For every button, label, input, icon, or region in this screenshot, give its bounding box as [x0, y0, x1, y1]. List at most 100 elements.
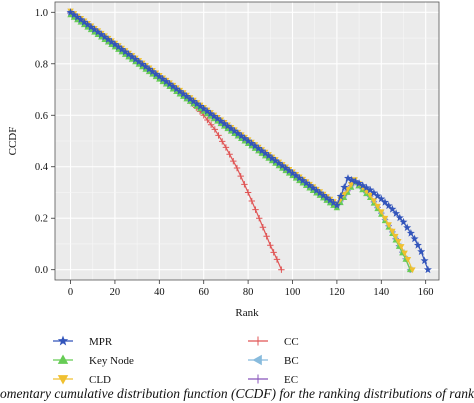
data-point-mpr: [66, 8, 75, 16]
data-point-mpr: [332, 201, 341, 209]
data-point-cld: [378, 209, 385, 216]
data-point-mpr: [131, 55, 140, 63]
data-point-mpr: [93, 27, 102, 36]
data-point-mpr: [410, 234, 419, 243]
data-point-mpr: [388, 205, 397, 213]
data-point-cld: [395, 239, 402, 245]
legend-marker-cc: [253, 336, 263, 346]
data-point-mpr: [271, 156, 280, 165]
plot-frame: [54, 1, 440, 281]
data-point-mpr: [250, 141, 259, 150]
data-point-cld: [366, 192, 374, 199]
legend-item-mpr: MPR: [53, 335, 113, 348]
data-point-mpr: [274, 159, 283, 167]
data-point-cc: [256, 215, 263, 222]
legend-label-bc: BC: [284, 355, 299, 367]
ccdf-chart: 0 20 40 60 80 100 120 140 1600.00.20.40.60.81.0 …: [7, 1, 440, 386]
data-point-mpr: [309, 183, 317, 192]
legend-label-ec: EC: [284, 374, 298, 386]
legend: MPR Key Node CLD CC BC EC: [53, 335, 299, 386]
data-point-mpr: [358, 181, 367, 190]
data-point-mpr: [254, 144, 263, 152]
data-point-mpr: [302, 178, 311, 187]
legend-label-cld: CLD: [89, 374, 111, 386]
data-point-mpr: [244, 136, 253, 145]
data-point-mpr: [155, 72, 164, 81]
data-point-cld: [398, 244, 405, 250]
legend-marker-ec: [253, 374, 263, 384]
data-point-mpr: [199, 104, 208, 113]
data-point-mpr: [319, 191, 328, 199]
data-point-mpr: [100, 32, 109, 41]
data-point-cc: [248, 197, 256, 205]
data-point-mpr: [104, 35, 113, 43]
data-point-mpr: [264, 151, 273, 160]
data-point-cc: [263, 233, 270, 240]
data-point-mpr: [97, 30, 106, 38]
data-point-mpr: [257, 146, 266, 155]
data-point-mpr: [87, 22, 96, 31]
data-point-cld: [347, 182, 355, 188]
data-point-mpr: [175, 87, 184, 95]
data-point-mpr: [268, 154, 277, 162]
data-point-mpr: [423, 265, 432, 274]
data-point-mpr: [380, 198, 389, 206]
data-point-mpr: [134, 57, 143, 66]
legend-item-key-node: Key Node: [53, 354, 134, 367]
y-tick-label: 0.4: [35, 162, 49, 173]
data-point-mpr: [351, 177, 360, 186]
data-point-mpr: [377, 194, 386, 203]
data-point-mpr: [76, 15, 85, 24]
series-mpr: [66, 8, 432, 274]
data-point-cld: [401, 250, 408, 257]
data-point-mpr: [285, 166, 294, 175]
data-point-mpr: [151, 69, 160, 78]
data-point-mpr: [420, 256, 429, 265]
data-point-mpr: [298, 176, 307, 184]
data-point-cld: [370, 198, 378, 205]
x-tick-label: 60: [198, 287, 209, 298]
y-axis-title: CCDF: [7, 127, 19, 156]
data-point-mpr: [288, 168, 297, 177]
data-point-mpr: [329, 198, 338, 207]
data-point-mpr: [278, 161, 287, 170]
data-point-cc: [226, 151, 233, 158]
data-point-cld: [385, 222, 392, 229]
data-point-mpr: [213, 114, 222, 123]
x-tick-label: 0: [68, 287, 73, 298]
data-point-cc: [252, 206, 259, 213]
data-point-mpr: [347, 175, 356, 184]
data-point-mpr: [281, 164, 290, 172]
data-point-mpr: [315, 188, 324, 197]
data-point-cc: [237, 172, 244, 180]
data-point-cc: [219, 138, 226, 145]
data-point-mpr: [237, 131, 246, 140]
data-point-cc: [270, 249, 277, 256]
data-point-mpr: [165, 79, 174, 88]
data-point-cc: [244, 189, 252, 196]
data-point-mpr: [90, 25, 99, 34]
legend-marker-cld: [57, 375, 69, 385]
data-point-mpr: [73, 13, 82, 21]
data-point-mpr: [366, 185, 375, 194]
data-point-mpr: [158, 74, 167, 83]
data-point-mpr: [138, 60, 147, 68]
x-tick-label: 80: [243, 287, 254, 298]
data-point-cld: [374, 203, 381, 210]
data-point-mpr: [192, 99, 201, 108]
data-point-mpr: [305, 181, 314, 189]
data-point-cld: [404, 257, 412, 263]
data-point-mpr: [168, 82, 177, 90]
data-point-cc: [233, 164, 241, 172]
data-point-cc: [267, 242, 274, 249]
data-point-cc: [215, 132, 222, 139]
legend-marker-key-node: [57, 354, 69, 364]
data-point-mpr: [291, 171, 300, 180]
figure-caption: omentary cumulative distribution functio…: [0, 386, 474, 401]
data-point-mpr: [172, 84, 181, 93]
data-point-cc: [278, 266, 285, 273]
data-point-cc: [211, 126, 219, 133]
data-point-mpr: [373, 191, 382, 200]
data-point-cc: [241, 181, 248, 188]
data-point-mpr: [399, 217, 408, 226]
